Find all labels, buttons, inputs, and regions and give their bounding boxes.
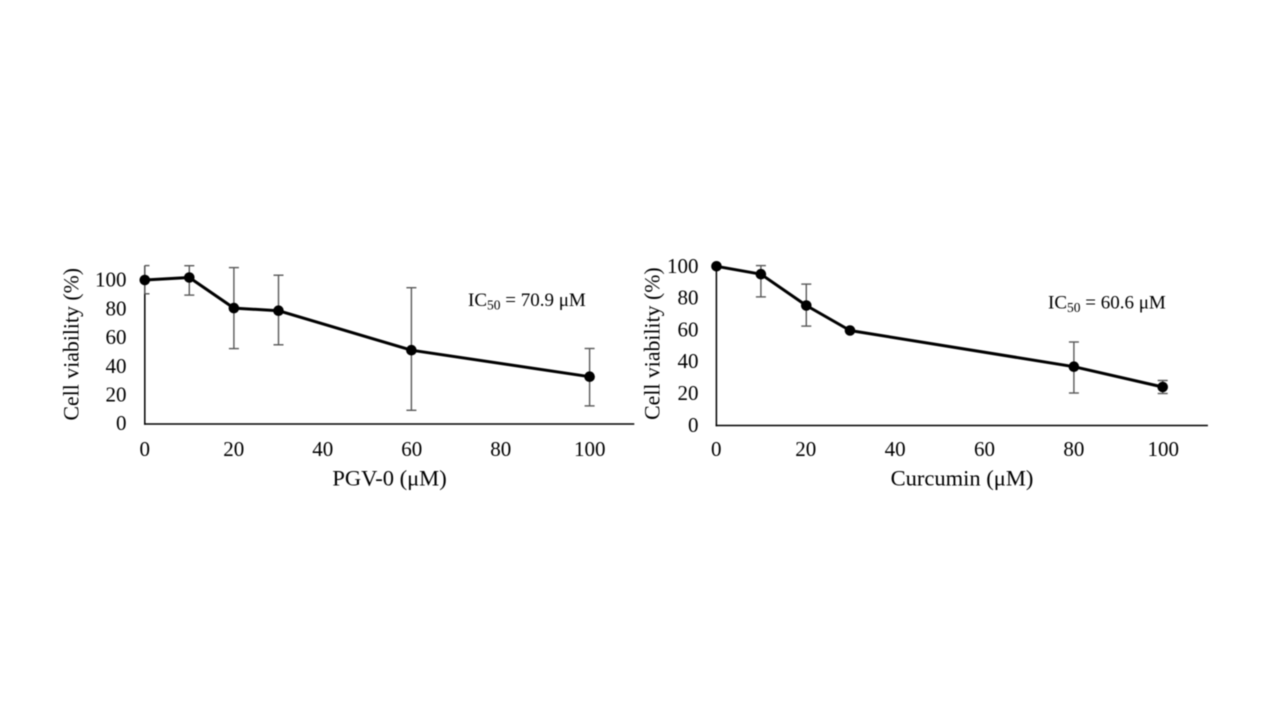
svg-text:60: 60 (106, 325, 127, 349)
svg-text:80: 80 (106, 296, 127, 320)
svg-text:20: 20 (795, 437, 816, 461)
svg-text:0: 0 (140, 437, 151, 461)
svg-text:100: 100 (667, 254, 699, 278)
svg-text:IC50 = 60.6 μM: IC50 = 60.6 μM (1048, 292, 1166, 315)
svg-text:Cell viability (%): Cell viability (%) (640, 267, 664, 420)
svg-text:20: 20 (106, 383, 127, 407)
svg-text:60: 60 (678, 317, 699, 341)
svg-text:0: 0 (711, 437, 722, 461)
svg-text:0: 0 (116, 411, 127, 435)
svg-text:80: 80 (490, 437, 511, 461)
svg-text:40: 40 (885, 437, 906, 461)
svg-text:PGV-0 (μM): PGV-0 (μM) (332, 466, 446, 491)
svg-text:60: 60 (974, 437, 995, 461)
svg-text:0: 0 (688, 413, 699, 437)
svg-text:100: 100 (95, 268, 127, 292)
svg-text:IC50 = 70.9 μM: IC50 = 70.9 μM (468, 290, 586, 313)
svg-text:80: 80 (1063, 437, 1084, 461)
svg-text:80: 80 (678, 286, 699, 310)
svg-text:40: 40 (678, 349, 699, 373)
svg-text:40: 40 (106, 354, 127, 378)
svg-text:Curcumin (μM): Curcumin (μM) (891, 466, 1034, 491)
svg-text:100: 100 (574, 437, 606, 461)
svg-text:20: 20 (678, 381, 699, 405)
svg-text:60: 60 (401, 437, 422, 461)
svg-text:40: 40 (312, 437, 333, 461)
svg-text:20: 20 (223, 437, 244, 461)
svg-text:100: 100 (1148, 437, 1180, 461)
svg-text:Cell viability (%): Cell viability (%) (60, 268, 84, 421)
